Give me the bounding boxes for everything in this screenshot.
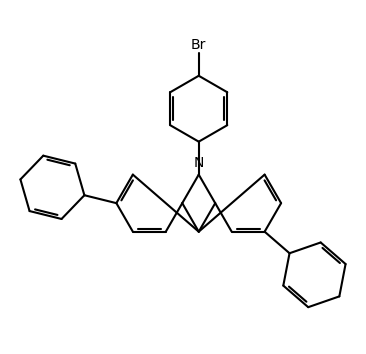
Text: N: N (194, 156, 204, 171)
Text: Br: Br (191, 38, 206, 52)
